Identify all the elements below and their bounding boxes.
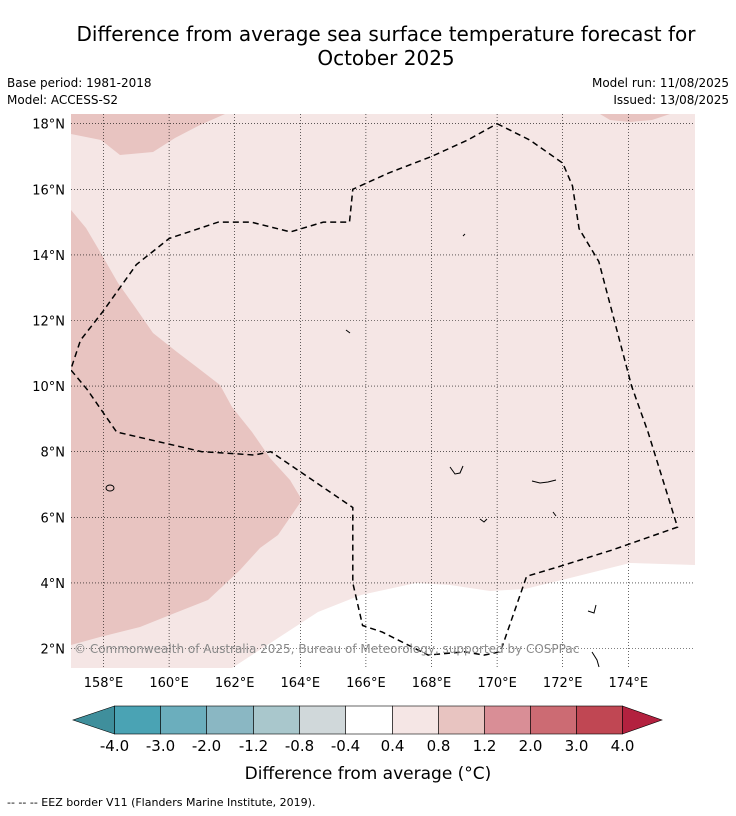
colorbar-extend-low	[72, 705, 115, 735]
colorbar-tick-label: -2.0	[192, 737, 221, 755]
eez-footnote: -- -- -- EEZ border V11 (Flanders Marine…	[7, 796, 316, 809]
x-axis-ticks: 158°E 160°E 162°E 164°E 166°E 168°E 170°E 172°E…	[84, 676, 648, 691]
map-gridlines	[71, 114, 695, 668]
issued-text: Issued: 13/08/2025	[613, 93, 729, 107]
x-tick-label: 166°E	[346, 676, 386, 691]
region-warm-anomaly-west	[71, 210, 302, 645]
x-tick-label: 174°E	[609, 676, 649, 691]
chart-title-line-2: October 2025	[317, 46, 455, 70]
colorbar-bin	[484, 705, 531, 735]
colorbar-bin	[576, 705, 623, 735]
metadata-right: Model run: 11/08/2025 Issued: 13/08/2025	[592, 75, 729, 109]
x-tick-label: 170°E	[477, 676, 517, 691]
colorbar-tick-label: 2.0	[519, 737, 543, 755]
chart-title-line-1: Difference from average sea surface temp…	[76, 22, 696, 46]
y-tick-label: 10°N	[32, 380, 65, 395]
model-text: Model: ACCESS-S2	[7, 93, 119, 107]
base-period-text: Base period: 1981-2018	[7, 76, 152, 90]
x-tick-label: 162°E	[215, 676, 255, 691]
x-tick-label: 164°E	[281, 676, 321, 691]
colorbar-bin	[345, 705, 393, 735]
colorbar-bin	[299, 705, 346, 735]
colorbar: -4.0 -3.0 -2.0 -1.2 -0.8 -0.4 0.4 0.8 1.2 2.0 3.0 4…	[72, 705, 663, 755]
x-tick-label: 160°E	[149, 676, 189, 691]
copyright-credit: © Commonwealth of Australia 2025, Bureau…	[74, 642, 579, 656]
colorbar-bin	[438, 705, 485, 735]
colorbar-bin	[114, 705, 161, 735]
region-warm-anomaly-top-right	[600, 114, 670, 122]
colorbar-tick-label: 4.0	[611, 737, 635, 755]
colorbar-bin	[206, 705, 254, 735]
y-tick-label: 14°N	[32, 249, 65, 264]
colorbar-bin	[530, 705, 577, 735]
y-tick-label: 8°N	[41, 446, 66, 461]
colorbar-tick-label: 1.2	[473, 737, 497, 755]
y-tick-label: 18°N	[32, 118, 65, 133]
colorbar-tick-label: 0.8	[427, 737, 451, 755]
colorbar-tick-label: -3.0	[146, 737, 175, 755]
eez-border	[71, 122, 679, 656]
region-neutral-anomaly	[232, 563, 695, 668]
colorbar-tick-label: -1.2	[239, 737, 268, 755]
region-warm-anomaly-top	[71, 114, 225, 155]
y-axis-ticks: 2°N 4°N 6°N 8°N 10°N 12°N 14°N 16°N 18°N	[32, 118, 65, 658]
colorbar-tick-label: -4.0	[100, 737, 129, 755]
colorbar-tick-label: -0.4	[331, 737, 360, 755]
colorbar-bin	[392, 705, 439, 735]
colorbar-tick-label: 0.4	[381, 737, 405, 755]
x-tick-label: 168°E	[412, 676, 452, 691]
colorbar-title: Difference from average (°C)	[244, 764, 492, 784]
map-regions	[71, 114, 695, 668]
island-outlines	[105, 233, 600, 668]
colorbar-bin	[160, 705, 207, 735]
y-tick-label: 12°N	[32, 315, 65, 330]
model-run-text: Model run: 11/08/2025	[591, 76, 729, 90]
colorbar-tick-label: -0.8	[285, 737, 314, 755]
chart-title: Difference from average sea surface temp…	[40, 22, 732, 70]
y-tick-label: 4°N	[41, 577, 66, 592]
colorbar-tick-label: 3.0	[565, 737, 589, 755]
colorbar-bin	[253, 705, 300, 735]
x-tick-label: 172°E	[543, 676, 583, 691]
y-tick-label: 2°N	[41, 643, 66, 658]
metadata-left: Base period: 1981-2018 Model: ACCESS-S2	[7, 75, 152, 109]
colorbar-extend-high	[622, 705, 663, 735]
y-tick-label: 16°N	[32, 183, 65, 198]
x-tick-label: 158°E	[84, 676, 124, 691]
y-tick-label: 6°N	[41, 511, 66, 526]
